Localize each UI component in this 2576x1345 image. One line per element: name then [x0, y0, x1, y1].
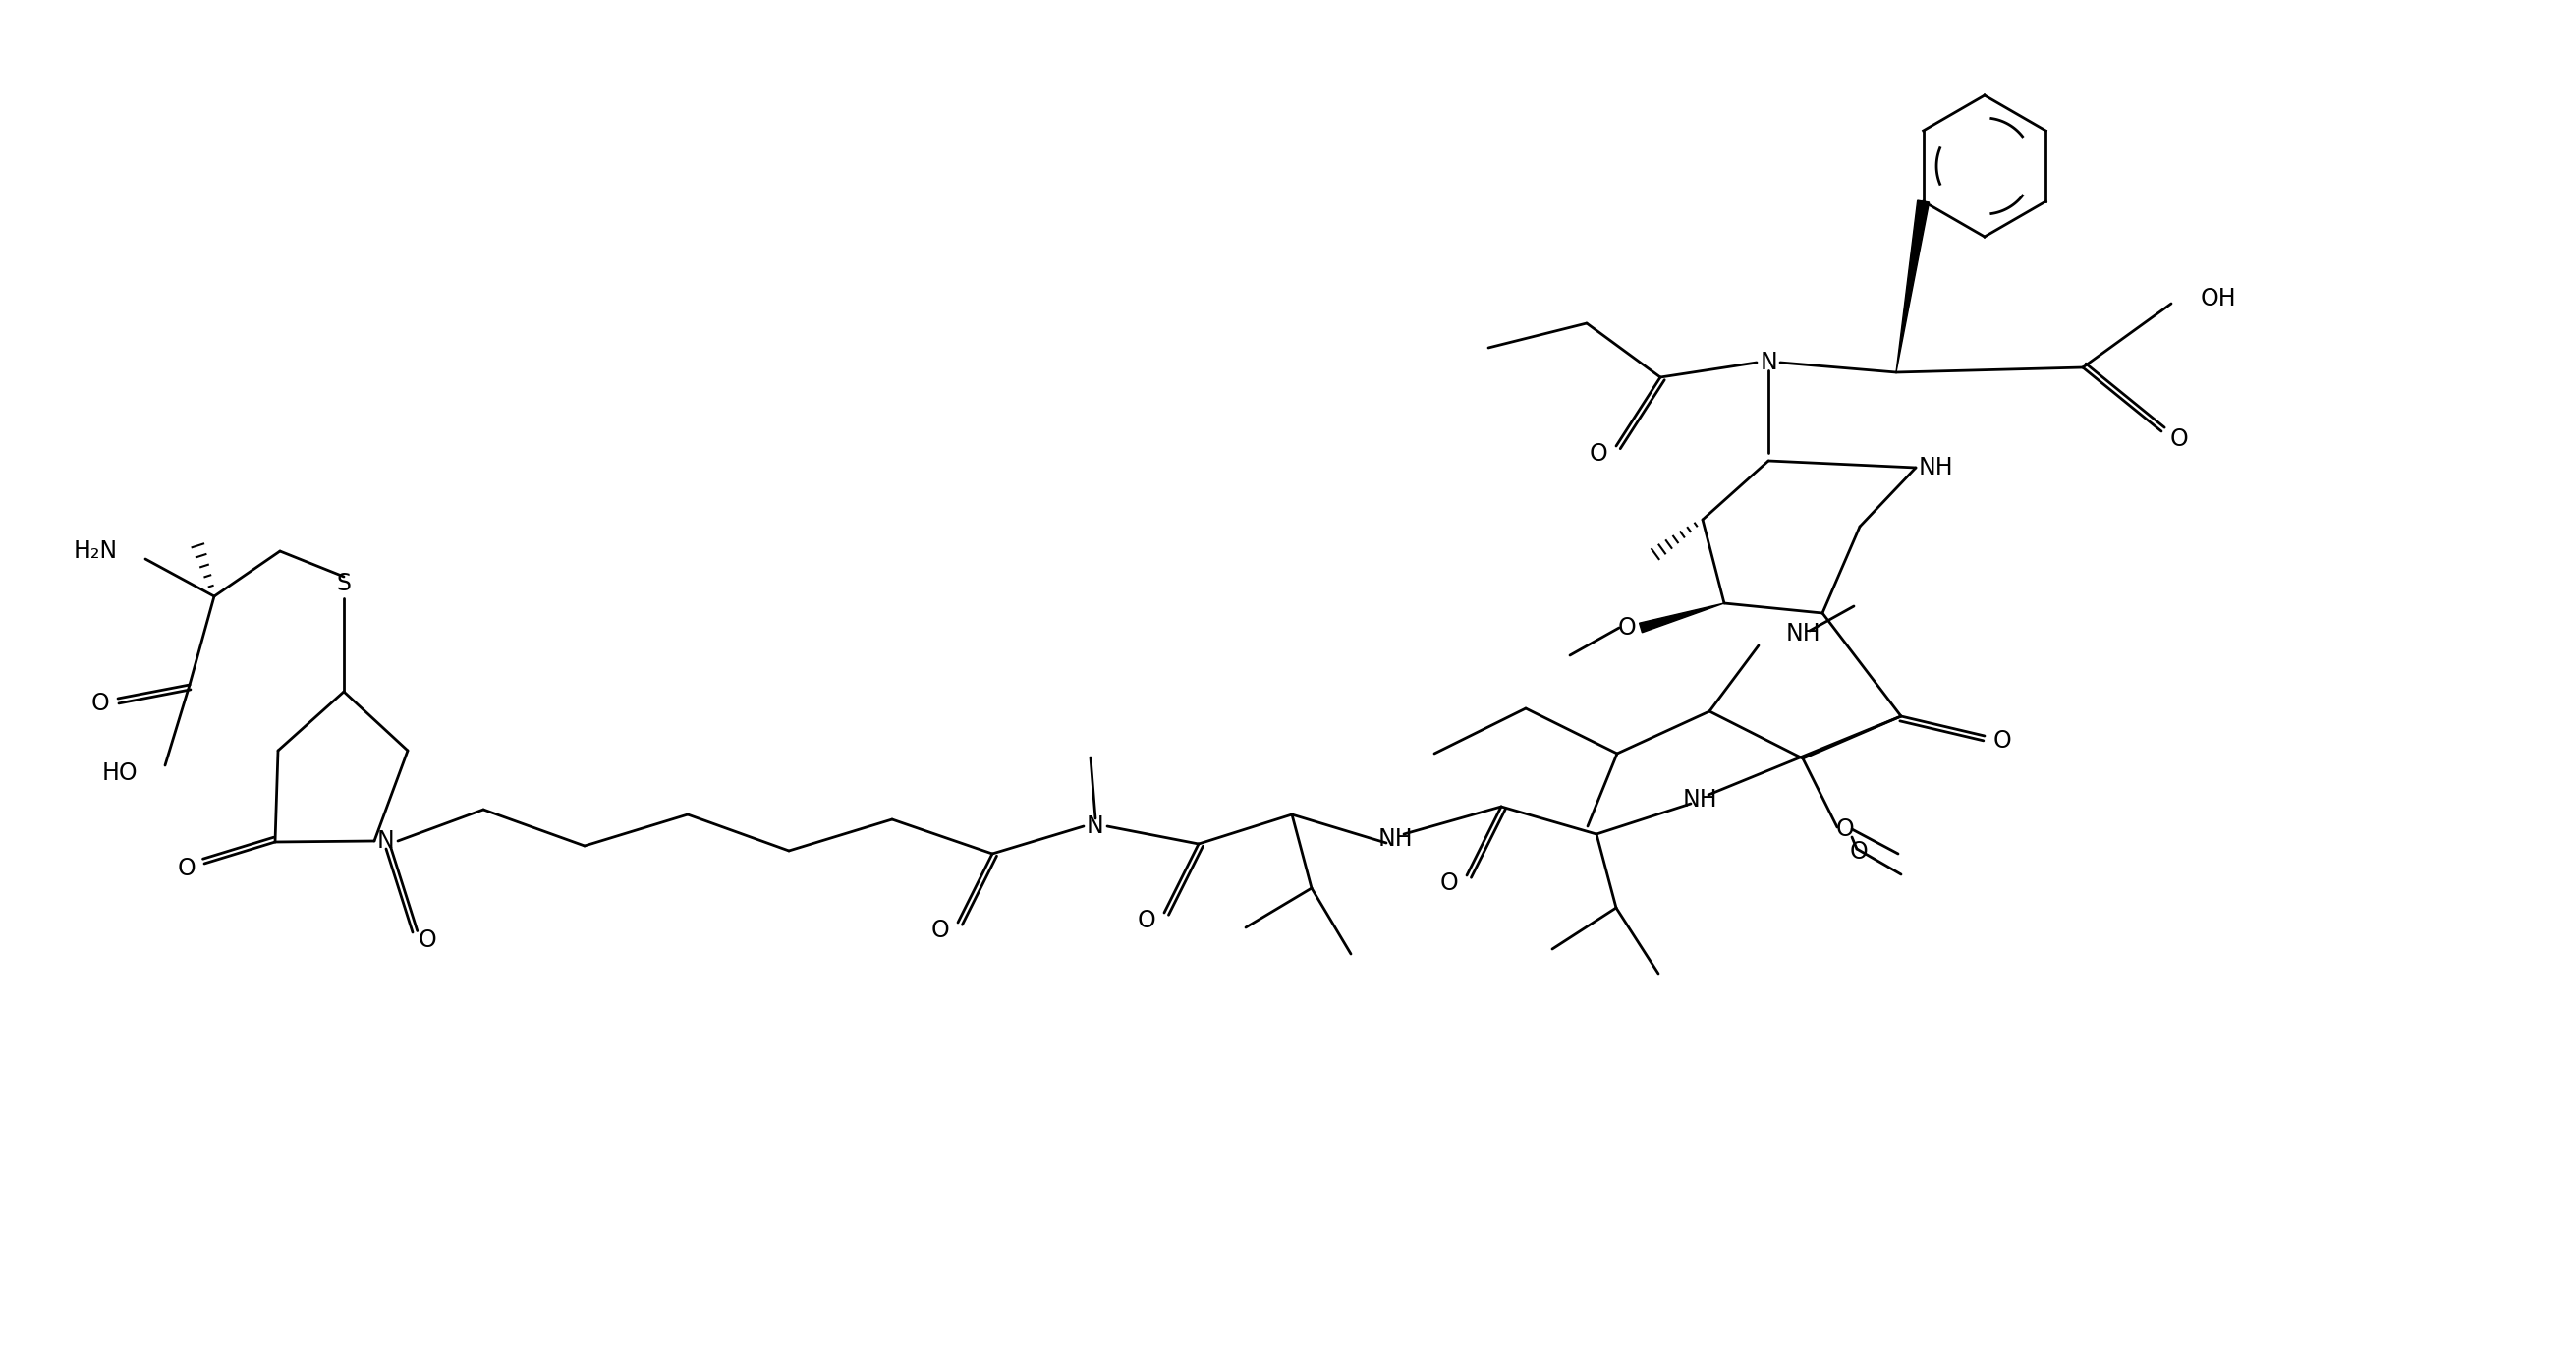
- Text: O: O: [1139, 909, 1157, 932]
- Text: O: O: [178, 857, 196, 880]
- Text: methyl: methyl: [1059, 733, 1087, 742]
- Text: N: N: [1087, 815, 1105, 838]
- Text: N: N: [379, 830, 394, 853]
- Text: NH: NH: [1785, 621, 1821, 646]
- Text: O: O: [1589, 443, 1607, 465]
- Text: H₂N: H₂N: [75, 539, 118, 564]
- Text: NH: NH: [1682, 788, 1718, 811]
- Text: O: O: [1850, 841, 1868, 863]
- Polygon shape: [1896, 200, 1929, 373]
- Text: O: O: [2169, 428, 2187, 451]
- Text: O: O: [417, 928, 435, 952]
- Text: S: S: [337, 572, 350, 596]
- Text: O: O: [930, 919, 951, 943]
- Text: O: O: [1618, 616, 1636, 640]
- Text: N: N: [1759, 351, 1777, 374]
- Polygon shape: [1638, 604, 1723, 632]
- Text: HO: HO: [100, 761, 137, 785]
- Text: NH: NH: [1919, 456, 1953, 479]
- Text: NH: NH: [1378, 827, 1412, 851]
- Text: O: O: [1837, 818, 1855, 841]
- Text: O: O: [1440, 872, 1458, 894]
- Text: methoxy: methoxy: [1857, 808, 1893, 816]
- Text: O: O: [90, 691, 108, 716]
- Text: O: O: [1994, 729, 2012, 753]
- Text: OH: OH: [2200, 286, 2236, 311]
